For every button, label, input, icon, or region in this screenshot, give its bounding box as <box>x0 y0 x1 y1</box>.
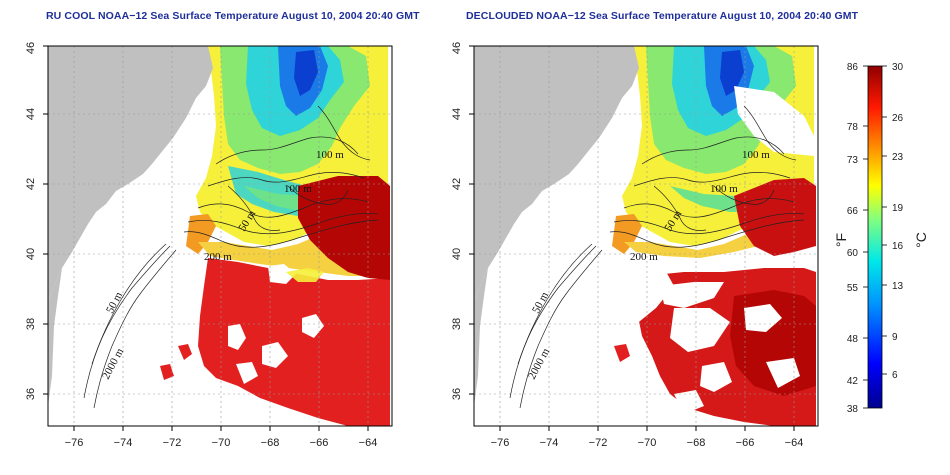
colorbar-f-label: 73 <box>847 155 859 166</box>
right-map-frame <box>473 45 819 427</box>
right-panel-title: DECLOUDED NOAA−12 Sea Surface Temperatur… <box>466 10 859 22</box>
lon-tick-label: −64 <box>785 437 804 449</box>
contour-label: 100 m <box>742 149 770 161</box>
lon-tick-label: −70 <box>212 437 231 449</box>
contour-label: 200 m <box>630 251 658 263</box>
right-map: 100 m 100 m 50 m 200 m 50 m 2000 m −76 −… <box>451 42 819 449</box>
contour-label: 100 m <box>710 183 738 195</box>
colorbar-f-label: 38 <box>847 404 859 415</box>
grid-lines <box>474 46 818 426</box>
colorbar-unit-c: °C <box>913 232 929 248</box>
contour-label: 100 m <box>284 183 312 195</box>
lon-tick-label: −72 <box>589 437 608 449</box>
lon-tick-label: −72 <box>163 437 182 449</box>
colorbar-f-label: 78 <box>847 122 859 133</box>
colorbar-gradient <box>867 65 883 409</box>
left-map-frame <box>47 45 393 427</box>
right-x-axis-ticks <box>499 426 795 431</box>
colorbar-f-label: 86 <box>847 62 859 73</box>
lon-tick-label: −74 <box>114 437 133 449</box>
colorbar-f-label: 48 <box>847 334 859 345</box>
lat-tick-label: 40 <box>25 248 37 260</box>
lon-tick-label: −66 <box>736 437 755 449</box>
lat-tick-label: 36 <box>25 388 37 400</box>
lon-tick-label: −64 <box>359 437 378 449</box>
colorbar-f-label: 55 <box>847 283 859 294</box>
temperature-colorbar: 86 78 73 66 60 55 48 42 38 30 26 23 19 1… <box>833 62 929 415</box>
colorbar-f-label: 66 <box>847 206 859 217</box>
lon-tick-label: −70 <box>638 437 657 449</box>
left-panel-title: RU COOL NOAA−12 Sea Surface Temperature … <box>46 10 420 22</box>
grid-lines <box>48 46 392 426</box>
colorbar-c-label: 19 <box>892 203 904 214</box>
colorbar-c-label: 13 <box>892 281 904 292</box>
contour-label: 200 m <box>204 251 232 263</box>
lon-tick-label: −76 <box>65 437 84 449</box>
lon-tick-label: −66 <box>310 437 329 449</box>
lat-tick-label: 38 <box>25 318 37 330</box>
lat-tick-label: 42 <box>25 178 37 190</box>
contour-label: 100 m <box>316 149 344 161</box>
colorbar-c-label: 16 <box>892 241 904 252</box>
colorbar-f-label: 42 <box>847 376 859 387</box>
colorbar-unit-f: °F <box>833 233 849 247</box>
colorbar-ticks <box>863 65 887 409</box>
lat-tick-label: 42 <box>451 178 463 190</box>
left-x-axis-ticks <box>73 426 369 431</box>
lat-tick-label: 44 <box>451 108 463 120</box>
lat-tick-label: 46 <box>25 42 37 54</box>
right-y-axis-ticks <box>469 45 474 395</box>
lat-tick-label: 40 <box>451 248 463 260</box>
lat-tick-label: 44 <box>25 108 37 120</box>
lat-tick-label: 38 <box>451 318 463 330</box>
colorbar-c-label: 23 <box>892 152 904 163</box>
lat-tick-label: 46 <box>451 42 463 54</box>
lat-tick-label: 36 <box>451 388 463 400</box>
colorbar-c-label: 30 <box>892 62 904 73</box>
colorbar-c-label: 6 <box>892 370 898 381</box>
lon-tick-label: −68 <box>687 437 706 449</box>
colorbar-c-label: 26 <box>892 113 904 124</box>
lon-tick-label: −76 <box>491 437 510 449</box>
left-y-axis-ticks <box>43 45 48 395</box>
colorbar-f-label: 60 <box>847 248 859 259</box>
left-map: 100 m 100 m 50 m 200 m 50 m 2000 m −76 −… <box>25 42 393 449</box>
lon-tick-label: −68 <box>261 437 280 449</box>
lon-tick-label: −74 <box>540 437 559 449</box>
colorbar-c-label: 9 <box>892 332 898 343</box>
